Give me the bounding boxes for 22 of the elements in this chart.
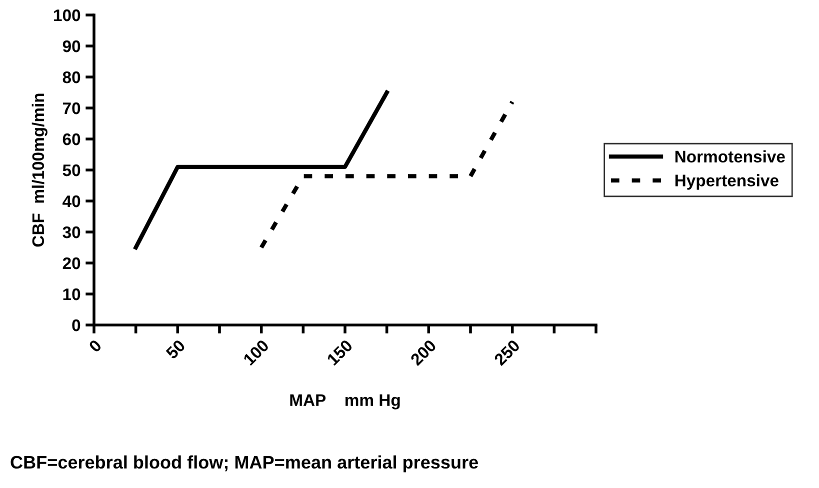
legend-label: Normotensive: [675, 150, 785, 163]
x-tick-label: 100: [242, 338, 270, 366]
y-tick-label: 10: [63, 288, 80, 300]
x-tick-label: 250: [493, 338, 521, 366]
y-tick-label: 90: [62, 40, 80, 52]
x-tick-label: 200: [410, 338, 437, 366]
y-tick-label: 50: [62, 164, 80, 176]
legend-label: Hypertensive: [675, 174, 778, 190]
y-tick-label: 80: [62, 71, 80, 84]
y-tick-label: 40: [62, 195, 80, 208]
y-axis-title: CBF ml/100mg/min: [32, 94, 48, 247]
y-tick-label: 70: [62, 102, 80, 114]
y-tick-label: 100: [54, 9, 80, 22]
text: CBF=cerebral blood flow; MAP=mean arterial pressure: [10, 455, 478, 472]
y-tick-label: 30: [62, 226, 80, 238]
y-tick-label: 0: [72, 319, 80, 332]
x-tick-label: 50: [165, 338, 186, 360]
y-tick-label: 60: [62, 133, 80, 146]
x-tick-label: 0: [88, 338, 102, 353]
x-tick-label: 150: [326, 338, 354, 366]
x-axis-title: MAP mm Hg: [290, 394, 400, 410]
y-tick-label: 20: [62, 257, 80, 270]
